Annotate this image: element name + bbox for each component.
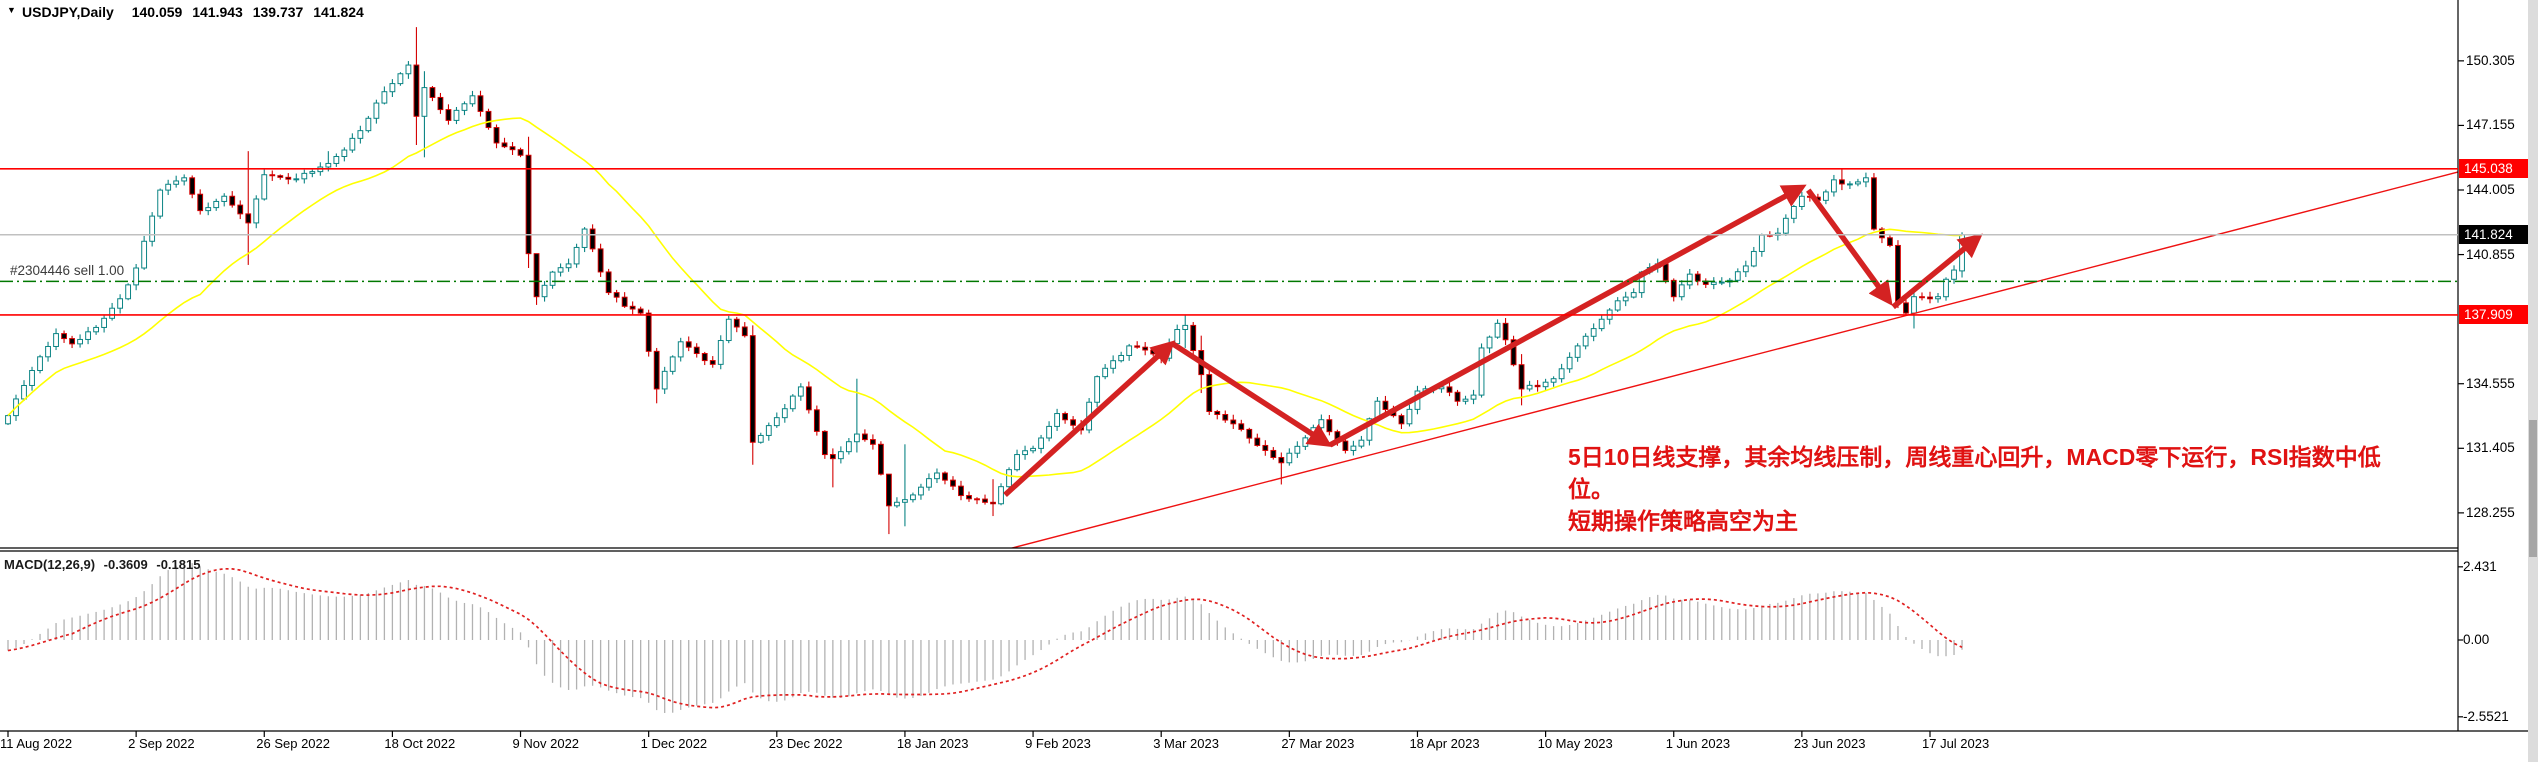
symbol-period-label: USDJPY,Daily <box>22 4 114 20</box>
order-line-label: #2304446 sell 1.00 <box>10 263 125 278</box>
trend-arrow-5[interactable] <box>1891 233 1983 310</box>
date-tick-label: 11 Aug 2022 <box>0 736 73 751</box>
price-tick-label: 128.255 <box>2466 504 2515 520</box>
right-scrollbar-thumb[interactable] <box>2529 420 2537 557</box>
date-tick-label: 18 Oct 2022 <box>384 736 456 751</box>
macd-pane[interactable] <box>7 562 1963 713</box>
date-tick-label: 17 Jul 2023 <box>1922 736 1990 751</box>
macd-tick-label: 0.00 <box>2463 632 2490 647</box>
symbol-dropdown-icon[interactable]: ▼ <box>7 5 16 15</box>
price-tick-label: 134.555 <box>2466 375 2515 391</box>
price-tick-label: 150.305 <box>2466 52 2515 68</box>
price-badge: 145.038 <box>2459 159 2535 179</box>
analysis-annotation: 5日10日线支撑，其余均线压制，周线重心回升，MACD零下运行，RSI指数中低位… <box>1568 441 2398 537</box>
ohlc-close: 141.824 <box>313 4 364 20</box>
ohlc-low: 139.737 <box>252 4 304 20</box>
date-tick-label: 1 Dec 2022 <box>640 736 708 751</box>
date-tick-label: 10 May 2023 <box>1537 736 1613 751</box>
date-tick-label: 18 Apr 2023 <box>1409 736 1480 751</box>
macd-main-value: -0.3609 <box>103 557 148 572</box>
trend-arrow-1[interactable] <box>1003 340 1176 497</box>
date-tick-label: 23 Jun 2023 <box>1793 736 1866 751</box>
price-tick-label: 147.155 <box>2466 117 2515 133</box>
trend-arrow-2[interactable] <box>1170 340 1333 448</box>
date-tick-label: 9 Feb 2023 <box>1025 736 1091 751</box>
macd-tick-label: 2.431 <box>2463 558 2497 574</box>
annotation-line-2: 短期操作策略高空为主 <box>1568 508 1798 534</box>
date-tick-label: 26 Sep 2022 <box>256 736 330 751</box>
chart-title: USDJPY,Daily 140.059 141.943 139.737 141… <box>22 4 370 20</box>
ohlc-open: 140.059 <box>131 4 183 20</box>
price-tick-label: 131.405 <box>2466 440 2515 456</box>
date-tick-label: 2 Sep 2022 <box>128 736 195 751</box>
date-tick-label: 23 Dec 2022 <box>768 736 843 751</box>
axes <box>0 0 2538 737</box>
date-tick-label: 27 Mar 2023 <box>1281 736 1355 751</box>
annotation-line-1: 5日10日线支撑，其余均线压制，周线重心回升，MACD零下运行，RSI指数中低位… <box>1568 444 2381 502</box>
price-badge: 137.909 <box>2459 305 2535 325</box>
macd-name: MACD(12,26,9) <box>4 557 96 572</box>
price-tick-label: 144.005 <box>2466 182 2515 197</box>
date-tick-label: 3 Mar 2023 <box>1153 736 1219 751</box>
macd-tick-label: -2.5521 <box>2463 708 2509 724</box>
price-badge: 141.824 <box>2459 225 2535 245</box>
ohlc-high: 141.943 <box>192 4 243 20</box>
date-tick-label: 1 Jun 2023 <box>1665 736 1731 751</box>
date-tick-label: 9 Nov 2022 <box>512 736 580 751</box>
macd-signal-value: -0.1815 <box>156 557 201 572</box>
trend-arrow-3[interactable] <box>1328 184 1807 448</box>
macd-indicator-label: MACD(12,26,9) -0.3609 -0.1815 <box>4 557 205 572</box>
main-pane[interactable] <box>5 27 2458 550</box>
right-scrollbar <box>2528 0 2538 762</box>
price-tick-label: 140.855 <box>2466 246 2515 262</box>
date-tick-label: 18 Jan 2023 <box>896 736 969 751</box>
